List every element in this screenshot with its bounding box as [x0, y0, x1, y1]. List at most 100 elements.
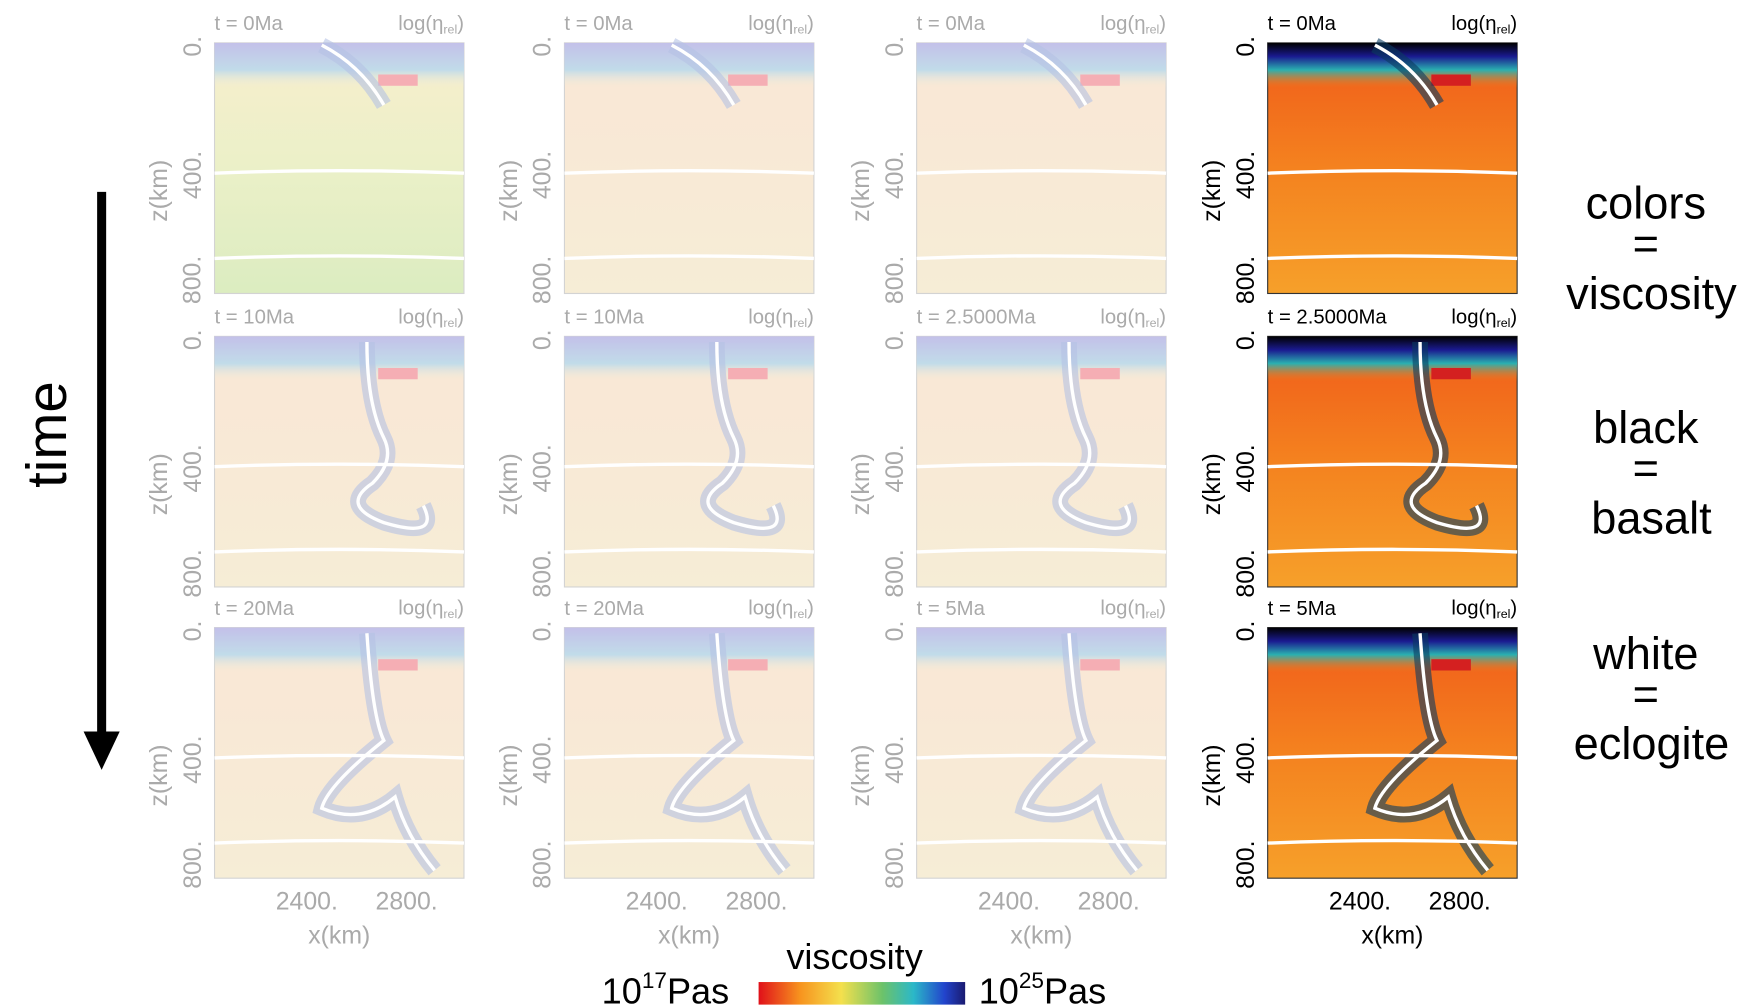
field-sub: rel: [1497, 23, 1511, 37]
x-axis-label: x(km): [1361, 922, 1423, 949]
field-label: log(ηrel): [398, 598, 464, 622]
x-axis-label: x(km): [308, 922, 370, 949]
y-tick-label: 0.: [1233, 36, 1260, 57]
y-tick-label: 400.: [180, 444, 207, 492]
boundary-410: [214, 169, 465, 175]
field-label: log(ηrel): [1451, 13, 1517, 37]
y-tick-label: 400.: [180, 736, 207, 784]
slab-eclogite: [1021, 633, 1139, 872]
y-axis-label: z(km): [146, 160, 173, 222]
time-arrow-head: [83, 731, 120, 770]
surface-band: [916, 336, 1167, 382]
y-tick-label: 0.: [882, 329, 909, 350]
plate: [1080, 367, 1120, 380]
y-tick-label: 400.: [882, 444, 909, 492]
surface-band: [564, 336, 814, 382]
field-close: ): [1510, 598, 1517, 620]
field-close: ): [1510, 307, 1517, 329]
field-sub: rel: [793, 23, 807, 37]
slab-eclogite: [1374, 43, 1439, 106]
plate: [378, 659, 418, 671]
x-tick-label: 2800.: [1078, 889, 1140, 916]
boundary-660: [916, 254, 1167, 261]
slab-eclogite: [669, 633, 786, 872]
field-label: log(ηrel): [1100, 307, 1166, 331]
slab-eclogite: [320, 43, 386, 106]
field-label: log(ηrel): [1451, 307, 1517, 331]
slab-eclogite: [1058, 342, 1132, 530]
y-tick-label: 0.: [530, 329, 557, 350]
field-sub: rel: [1146, 607, 1160, 621]
boundary-410: [564, 462, 814, 469]
slab-eclogite: [1023, 43, 1088, 106]
time-label: t = 20Ma: [564, 598, 644, 620]
boundary-410: [916, 753, 1167, 760]
y-tick-label: 800.: [180, 256, 207, 304]
field-sub: rel: [793, 316, 807, 330]
time-label: t = 5Ma: [917, 598, 986, 620]
panel: [1267, 627, 1518, 879]
field-main: log(η: [1100, 598, 1145, 620]
boundary-410: [1267, 462, 1518, 469]
y-tick-label: 400.: [1233, 444, 1260, 492]
field-label: log(ηrel): [1100, 598, 1166, 622]
legend-meaning: eclogite: [1574, 718, 1730, 769]
field-label: log(ηrel): [1100, 13, 1166, 37]
y-tick-label: 400.: [180, 151, 207, 199]
field-main: log(η: [748, 307, 793, 329]
surface-band: [564, 627, 814, 673]
plate: [378, 367, 418, 380]
plate: [1080, 74, 1120, 86]
colorbar-bar: [758, 982, 966, 1005]
y-tick-label: 400.: [882, 736, 909, 784]
boundary-660: [564, 838, 814, 845]
panels: t = 0Ma log(ηrel)0.400.800.z(km)t = 10Ma l…: [146, 13, 1518, 949]
exponent: 25: [1019, 968, 1044, 993]
y-tick-label: 800.: [180, 840, 207, 888]
time-label: time: [15, 381, 78, 488]
y-tick-label: 800.: [882, 256, 909, 304]
x-tick-label: 2400.: [626, 889, 688, 916]
field-close: ): [457, 307, 464, 329]
field-close: ): [1510, 13, 1517, 35]
y-axis-label: z(km): [496, 453, 523, 515]
field-label: log(ηrel): [398, 13, 464, 37]
time-label: t = 10Ma: [564, 307, 644, 329]
plate: [1080, 659, 1120, 671]
plate: [1431, 367, 1471, 380]
field-main: log(η: [398, 307, 443, 329]
panel: [563, 335, 815, 588]
boundary-660: [564, 547, 814, 554]
y-tick-label: 800.: [1233, 256, 1260, 304]
y-tick-label: 800.: [180, 549, 207, 597]
panel: [213, 335, 465, 588]
field-sub: rel: [1146, 23, 1160, 37]
y-tick-label: 400.: [1233, 736, 1260, 784]
base: 10: [979, 970, 1019, 1008]
x-tick-label: 2800.: [376, 889, 438, 916]
boundary-660: [1267, 547, 1518, 554]
boundary-660: [1267, 838, 1518, 845]
plate: [728, 74, 768, 86]
y-tick-label: 0.: [180, 36, 207, 57]
boundary-660: [564, 254, 814, 261]
field-main: log(η: [398, 13, 443, 35]
slab-eclogite: [1372, 633, 1490, 872]
slab-eclogite: [1409, 342, 1483, 530]
field-main: log(η: [1451, 307, 1496, 329]
x-axis-label: x(km): [658, 922, 720, 949]
unit: Pas: [1044, 970, 1106, 1008]
surface-band: [214, 336, 464, 382]
legend-meaning: basalt: [1591, 492, 1712, 543]
base: 10: [602, 970, 642, 1008]
field-close: ): [457, 13, 464, 35]
y-tick-label: 0.: [180, 329, 207, 350]
y-tick-label: 400.: [1233, 151, 1260, 199]
field-sub: rel: [443, 607, 457, 621]
time-label: t = 5Ma: [1268, 598, 1337, 620]
surface-band: [1267, 336, 1518, 382]
y-tick-label: 0.: [1233, 329, 1260, 350]
time-label: t = 20Ma: [215, 598, 295, 620]
y-tick-label: 800.: [1233, 840, 1260, 888]
